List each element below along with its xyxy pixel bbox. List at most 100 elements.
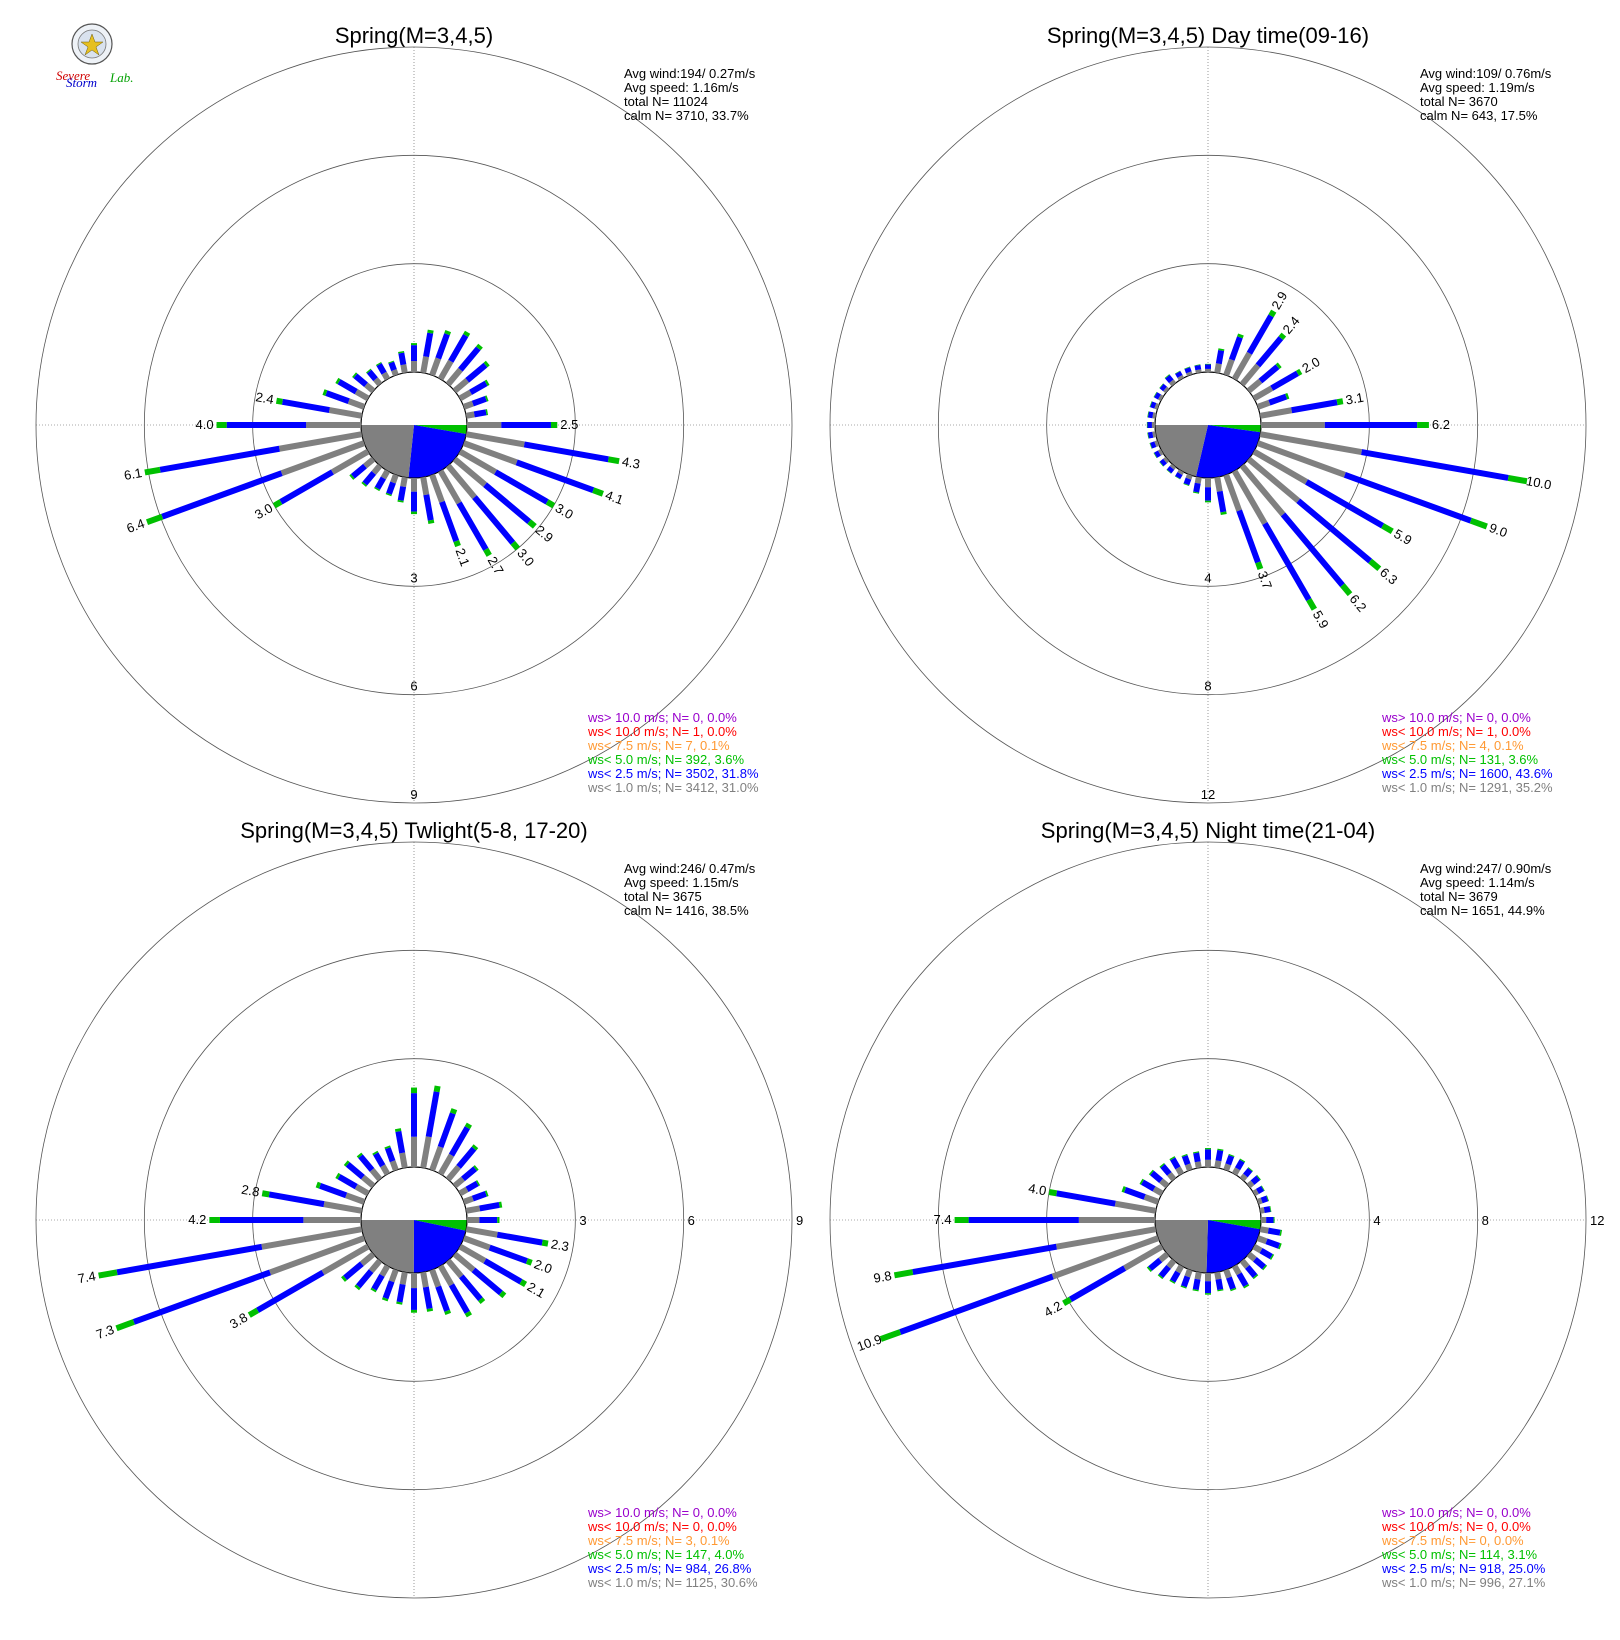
direction-bar-segment <box>1165 374 1174 384</box>
direction-bar-segment <box>1143 1194 1160 1205</box>
direction-bar-segment <box>483 1258 523 1285</box>
direction-bar-segment <box>1236 1272 1249 1288</box>
direction-bar-segment <box>420 476 430 496</box>
bar-value-label: 5.9 <box>1310 608 1332 631</box>
bar-value-label: 6.2 <box>1432 417 1450 432</box>
panel-title: Spring(M=3,4,5) Night time(21-04) <box>1041 818 1375 843</box>
calm-pie-slice <box>1155 425 1208 477</box>
direction-bar-segment <box>545 499 556 509</box>
direction-bar-segment <box>353 373 368 388</box>
direction-bar-segment <box>437 1153 455 1176</box>
stats-line: Avg wind:247/ 0.90m/s <box>1420 861 1552 876</box>
direction-bar-segment <box>456 1146 477 1169</box>
direction-bar-segment <box>1148 1257 1163 1271</box>
calm-pie-slice <box>1208 1220 1261 1230</box>
direction-bar-segment <box>422 1286 433 1310</box>
bar-value-label: 4.3 <box>621 454 641 472</box>
direction-bar-segment <box>452 456 488 487</box>
direction-bar-segment <box>471 396 487 407</box>
direction-bar-segment <box>435 1285 450 1312</box>
direction-bar-segment <box>449 1108 458 1115</box>
direction-bar-segment <box>435 333 450 360</box>
direction-bar-segment <box>1260 1195 1269 1204</box>
direction-bar-segment <box>385 1147 396 1163</box>
direction-bar-segment <box>899 1273 1054 1335</box>
direction-bar-segment <box>1340 583 1353 597</box>
direction-bar-segment <box>1239 1158 1246 1163</box>
direction-bar-segment <box>272 499 283 509</box>
ring-label: 4 <box>1204 570 1211 585</box>
direction-bar-segment <box>458 389 473 402</box>
legend-entry-lt2_5: ws< 2.5 m/s; N= 1600, 43.6% <box>1381 766 1553 781</box>
direction-bar-segment <box>1252 385 1274 402</box>
direction-bar-segment <box>469 380 488 395</box>
ring-label: 3 <box>410 570 417 585</box>
direction-bar-segment <box>1051 1235 1160 1280</box>
direction-bar-segment <box>345 1192 366 1205</box>
direction-bar-segment <box>354 389 370 402</box>
direction-bar-segment <box>1154 402 1160 410</box>
legend-entry-lt5: ws< 5.0 m/s; N= 147, 4.0% <box>587 1547 745 1562</box>
direction-bar-segment <box>1193 482 1201 493</box>
direction-bar-segment <box>1259 407 1293 419</box>
direction-bar-segment <box>475 343 483 351</box>
direction-bar-segment <box>1247 1167 1254 1172</box>
direction-bar-segment <box>1169 463 1177 470</box>
bar-value-label: 5.9 <box>1391 526 1414 548</box>
wind-rose-panel-2: Spring(M=3,4,5) Day time(09-16)48122.92.… <box>829 23 1587 804</box>
direction-bar-segment <box>437 359 454 381</box>
direction-bar-segment <box>1167 1171 1177 1182</box>
bar-value-label: 2.4 <box>255 389 275 407</box>
direction-bar-segment <box>420 1136 432 1169</box>
bar-value-label: 2.1 <box>452 546 472 568</box>
direction-bar-segment <box>515 459 595 494</box>
direction-bar-segment <box>1214 363 1222 374</box>
direction-bar-segment <box>1175 1264 1185 1274</box>
direction-bar-segment <box>1262 521 1312 602</box>
direction-bar-segment <box>1177 469 1185 476</box>
direction-bar-segment <box>1184 1268 1193 1278</box>
ring-label: 8 <box>1204 679 1211 694</box>
direction-bar-segment <box>159 445 280 473</box>
direction-bar-segment <box>354 1184 370 1197</box>
bar-value-label: 10.0 <box>1525 473 1553 492</box>
direction-bar-segment <box>1381 523 1394 534</box>
direction-bar-segment <box>1181 1154 1191 1166</box>
direction-bar-segment <box>473 409 487 418</box>
direction-bar-segment <box>1185 371 1193 377</box>
bar-value-label: 3.0 <box>514 546 537 569</box>
direction-bar-segment <box>335 1172 341 1180</box>
direction-bar-segment <box>1306 598 1317 611</box>
direction-bar-segment <box>879 1329 902 1342</box>
direction-bar-segment <box>1252 1274 1259 1280</box>
direction-bar-segment <box>161 470 283 520</box>
bar-value-label: 4.0 <box>1027 1180 1047 1198</box>
direction-bar-segment <box>464 1122 472 1130</box>
direction-bar-segment <box>1268 309 1277 318</box>
direction-bar-segment <box>400 364 408 374</box>
direction-bar-segment <box>1181 1275 1191 1288</box>
direction-bar-segment <box>395 1130 406 1154</box>
direction-bar-segment <box>1194 364 1202 371</box>
bar-value-label: 3.7 <box>1255 569 1275 591</box>
stats-line: Avg speed: 1.16m/s <box>624 80 739 95</box>
direction-bar-segment <box>1158 1264 1171 1278</box>
ring-label: 9 <box>796 1213 803 1228</box>
direction-bar-segment <box>1169 1279 1176 1284</box>
direction-bar-segment <box>1185 473 1193 480</box>
direction-bar-segment <box>465 362 488 383</box>
direction-bar-segment <box>371 463 383 475</box>
legend-entry-gt10: ws> 10.0 m/s; N= 0, 0.0% <box>1381 710 1531 725</box>
stats-line: calm N= 1651, 44.9% <box>1420 903 1545 918</box>
direction-bar-segment <box>1152 412 1157 419</box>
direction-bar-segment <box>472 495 516 545</box>
direction-bar-segment <box>1243 1167 1253 1178</box>
direction-bar-segment <box>1252 448 1308 485</box>
direction-bar-segment <box>541 1239 549 1247</box>
direction-bar-segment <box>479 1202 500 1212</box>
direction-bar-segment <box>315 1181 322 1189</box>
direction-bar-segment <box>1246 1180 1255 1189</box>
direction-bar-segment <box>429 1268 442 1288</box>
direction-bar-segment <box>437 469 462 505</box>
direction-bar-segment <box>261 1190 270 1198</box>
